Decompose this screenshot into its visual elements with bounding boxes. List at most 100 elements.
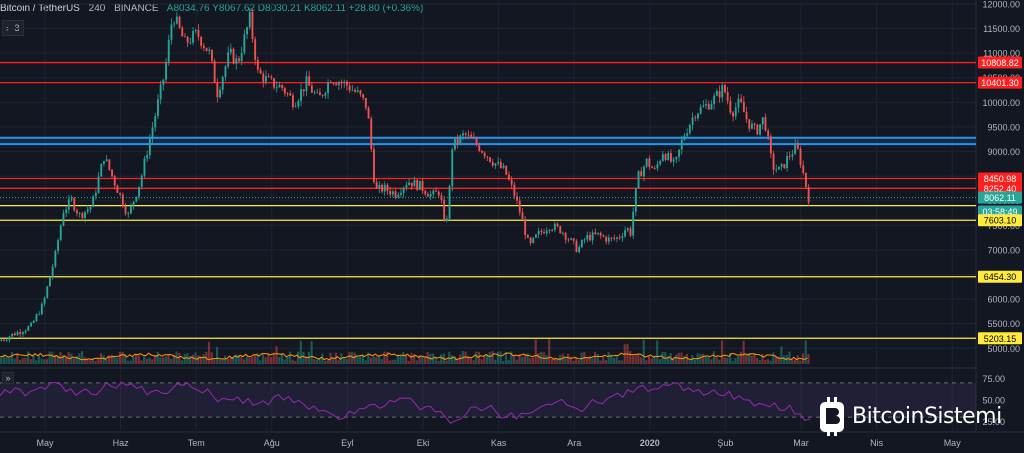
indicator-collapse-button[interactable]: › 3 — [2, 20, 24, 36]
rsi-tick-label: 50.00 — [982, 396, 1005, 406]
volume-bar — [783, 355, 786, 364]
volume-bar — [437, 360, 440, 364]
volume-bar — [450, 355, 454, 364]
candle-body — [146, 155, 149, 159]
volume-bar — [156, 351, 159, 364]
candle-body — [481, 150, 483, 153]
volume-bar — [359, 355, 362, 364]
volume-bar — [464, 351, 467, 364]
candle-body — [262, 73, 265, 82]
volume-bar — [256, 353, 259, 364]
candle-body — [246, 27, 248, 35]
volume-bar — [399, 355, 402, 364]
volume-bar — [369, 357, 373, 364]
volume-bar — [634, 355, 637, 364]
candle-body — [35, 314, 38, 321]
candle-body — [275, 87, 278, 89]
candle-body — [370, 118, 373, 150]
volume-bar — [550, 359, 553, 364]
candle-body — [81, 213, 84, 218]
volume-bar — [124, 353, 127, 364]
volume-bar — [326, 360, 329, 364]
candle-body — [472, 137, 475, 139]
candle-body — [51, 266, 54, 278]
volume-bar — [143, 356, 146, 364]
volume-bar — [661, 351, 664, 364]
candle-body — [38, 314, 41, 316]
time-tick-label: Ağu — [264, 438, 280, 448]
volume-bar — [440, 354, 443, 364]
volume-bar — [51, 352, 54, 364]
interval-label[interactable]: 240 — [88, 3, 106, 14]
volume-bar — [180, 360, 184, 364]
candle-body — [113, 176, 116, 186]
volume-bar — [356, 356, 359, 364]
price-tick-label: 5000.00 — [987, 344, 1020, 354]
candle-body — [154, 115, 157, 128]
rsi-line — [0, 381, 811, 424]
level-tag-background — [978, 172, 1022, 185]
volume-bar — [291, 359, 294, 364]
volume-bar — [742, 340, 745, 364]
volume-bar — [723, 356, 726, 364]
volume-bar — [280, 353, 283, 364]
volume-bar — [685, 353, 688, 364]
volume-bar — [688, 360, 691, 364]
level-tag-label: 8062.11 — [984, 193, 1016, 203]
volume-bar — [121, 351, 124, 364]
bitcoin-logo-icon — [820, 397, 844, 436]
candle-body — [618, 237, 621, 239]
candle-body — [167, 39, 170, 63]
volume-bar — [718, 359, 721, 364]
level-tag-label: 10808.82 — [981, 58, 1019, 68]
candle-body — [332, 83, 335, 84]
volume-bar — [310, 341, 313, 364]
symbol-name[interactable]: Bitcoin / TetherUS — [0, 3, 80, 14]
candle-body — [148, 138, 151, 156]
volume-bar — [788, 351, 791, 364]
volume-bar — [650, 358, 653, 364]
candle-body — [273, 78, 275, 88]
level-tag-label: 8252.40 — [984, 184, 1017, 194]
candle-body — [165, 62, 167, 80]
candle-body — [448, 186, 451, 219]
volume-bar — [488, 351, 491, 364]
candle-body — [383, 184, 386, 192]
volume-bar — [245, 356, 248, 364]
candle-body — [348, 85, 351, 91]
candle-body — [675, 156, 678, 160]
volume-bar — [804, 340, 807, 364]
time-tick-label: Kas — [491, 438, 507, 448]
volume-bar — [410, 352, 413, 364]
rsi-band — [0, 382, 976, 418]
candle-body — [616, 237, 618, 239]
volume-bar — [145, 358, 148, 364]
volume-bar — [629, 351, 632, 364]
volume-bar — [704, 356, 707, 364]
volume-bar — [658, 359, 661, 364]
candle-body — [413, 179, 416, 187]
volume-bar — [715, 356, 718, 364]
volume-bar — [194, 352, 197, 364]
volume-bar — [672, 357, 675, 364]
volume-bar — [0, 357, 3, 364]
volume-bar — [18, 359, 22, 364]
candle-body — [629, 228, 632, 236]
indicator-count: 3 — [14, 23, 20, 33]
candle-body — [208, 49, 211, 52]
candle-body — [742, 101, 745, 113]
volume-bar — [774, 356, 778, 364]
candle-body — [356, 90, 359, 92]
candle-body — [3, 339, 5, 341]
volume-bar — [151, 359, 154, 364]
volume-bar — [518, 354, 521, 364]
rsi-collapse-icon[interactable]: » — [2, 372, 14, 384]
candle-body — [794, 143, 797, 155]
chart-header: Bitcoin / TetherUS 240 BINANCE A8034.76 … — [0, 3, 429, 19]
candle-body — [570, 238, 572, 240]
candle-body — [540, 230, 543, 233]
candle-body — [302, 89, 305, 92]
volume-bar — [10, 352, 13, 364]
candle-body — [429, 194, 432, 197]
